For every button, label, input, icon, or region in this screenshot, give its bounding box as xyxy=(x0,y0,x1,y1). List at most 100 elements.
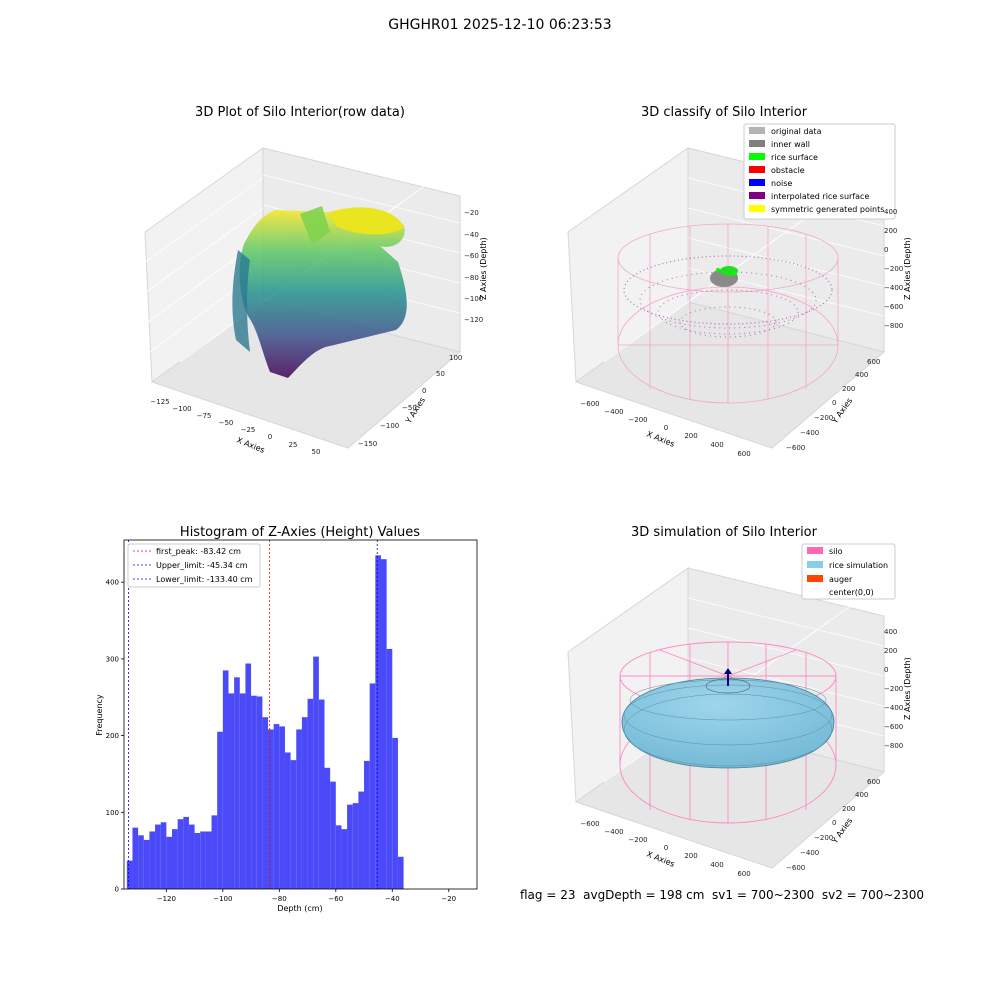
raw-panel-title: 3D Plot of Silo Interior(row data) xyxy=(195,105,405,120)
status-footer: flag = 23 avgDepth = 198 cm sv1 = 700~23… xyxy=(520,888,925,902)
classify-x-tick: −200 xyxy=(628,416,647,424)
simulation-z-label: Z Axies (Depth) xyxy=(903,657,912,720)
classify-y-tick: −400 xyxy=(800,429,819,437)
histogram-bar xyxy=(172,829,178,889)
simulation-z-tick: 400 xyxy=(884,628,897,636)
raw-z-ticks: −120 −100 −80 −60 −40 −20 xyxy=(464,209,483,324)
simulation-y-tick: −200 xyxy=(814,834,833,842)
classify-z-label: Z Axies (Depth) xyxy=(903,237,912,300)
simulation-y-ticks: −600 −400 −200 0 200 400 600 xyxy=(786,778,880,872)
simulation-panel-title: 3D simulation of Silo Interior xyxy=(631,525,818,540)
histogram-bar xyxy=(392,737,398,889)
histogram-bar xyxy=(279,726,285,889)
classify-y-ticks: −600 −400 −200 0 200 400 600 xyxy=(786,358,880,452)
legend-label-inner-wall: inner wall xyxy=(771,140,810,149)
classify-interpolated-surface xyxy=(623,255,833,338)
histogram-bar xyxy=(188,824,195,889)
raw-x-tick: 50 xyxy=(312,448,321,456)
raw-x-tick: −125 xyxy=(150,398,169,406)
classify-x-tick: −600 xyxy=(580,400,599,408)
raw-y-ticks: −150 −100 −50 0 50 100 xyxy=(358,354,462,448)
histogram-bar xyxy=(160,822,167,889)
simulation-x-tick: 400 xyxy=(710,861,723,869)
legend-label-lower-limit: Lower_limit: -133.40 cm xyxy=(156,575,253,584)
raw-x-tick: −100 xyxy=(172,405,191,413)
simulation-panel: 3D simulation of Silo Interior xyxy=(567,525,912,878)
histogram-x-tick-label: −100 xyxy=(213,895,232,903)
classify-point-cluster xyxy=(710,266,738,287)
legend-swatch-rice-simulation xyxy=(807,561,823,568)
classify-y-tick: 600 xyxy=(867,358,880,366)
raw-point-cloud xyxy=(232,206,407,378)
histogram-bar xyxy=(194,833,201,889)
histogram-bar xyxy=(341,829,348,889)
legend-label-original-data: original data xyxy=(771,127,822,136)
legend-label-center: center(0,0) xyxy=(829,588,874,597)
raw-y-tick: −50 xyxy=(402,404,417,412)
classify-z-tick: 0 xyxy=(884,246,888,254)
histogram-x-tick-label: −80 xyxy=(272,895,287,903)
legend-swatch-inner-wall xyxy=(749,140,765,147)
raw-x-tick: −75 xyxy=(197,412,212,420)
simulation-x-tick: 200 xyxy=(684,852,697,860)
legend-label-first-peak: first_peak: -83.42 cm xyxy=(156,547,241,556)
histogram-bar xyxy=(183,816,189,889)
raw-z-tick: −100 xyxy=(464,295,483,303)
histogram-y-label: Frequency xyxy=(95,694,104,736)
legend-label-auger: auger xyxy=(829,575,853,584)
histogram-bar xyxy=(358,791,365,889)
classify-y-tick: 0 xyxy=(832,399,836,407)
classify-y-tick: −200 xyxy=(814,414,833,422)
histogram-bar xyxy=(324,767,331,889)
histogram-bar xyxy=(386,648,393,889)
histogram-bar xyxy=(256,696,263,889)
simulation-y-tick: 200 xyxy=(842,805,855,813)
raw-x-ticks: −125 −100 −75 −50 −25 0 25 50 xyxy=(150,398,320,456)
histogram-bar xyxy=(228,693,235,889)
classify-z-tick: −200 xyxy=(884,265,903,273)
simulation-x-tick: −600 xyxy=(580,820,599,828)
legend-label-symmetric-generated-points: symmetric generated points xyxy=(771,205,884,214)
raw-z-tick: −80 xyxy=(464,274,479,282)
histogram-x-tick-label: −60 xyxy=(328,895,343,903)
histogram-y-tick-label: 200 xyxy=(106,732,119,740)
histogram-bar xyxy=(313,656,319,889)
histogram-bar xyxy=(330,781,336,889)
histogram-bar xyxy=(364,760,370,889)
classify-z-tick: 200 xyxy=(884,227,897,235)
legend-label-interpolated-rice-surface: interpolated rice surface xyxy=(771,192,869,201)
legend-swatch-obstacle xyxy=(749,166,765,173)
simulation-z-tick: −200 xyxy=(884,685,903,693)
classify-x-tick: 600 xyxy=(737,450,750,458)
classify-panel-title: 3D classify of Silo Interior xyxy=(641,105,808,120)
histogram-bar xyxy=(132,827,139,889)
simulation-z-tick: −800 xyxy=(884,742,903,750)
raw-z-tick: −120 xyxy=(464,316,483,324)
histogram-bar xyxy=(284,752,291,889)
histogram-bar xyxy=(234,677,240,889)
histogram-bar xyxy=(380,559,387,889)
histogram-bar xyxy=(369,683,376,889)
legend-label-obstacle: obstacle xyxy=(771,166,805,175)
legend-label-silo: silo xyxy=(829,547,843,556)
simulation-x-tick: 0 xyxy=(664,844,668,852)
histogram-x-tick-label: −20 xyxy=(441,895,456,903)
histogram-bar xyxy=(296,729,302,889)
simulation-z-tick: −600 xyxy=(884,723,903,731)
raw-y-tick: 100 xyxy=(449,354,462,362)
legend-swatch-symmetric-generated-points xyxy=(749,205,765,212)
histogram-bar xyxy=(222,670,229,889)
histogram-y-tick-label: 0 xyxy=(115,886,119,894)
legend-swatch-interpolated-rice-surface xyxy=(749,192,765,199)
histogram-bar xyxy=(200,831,206,889)
raw-z-tick: −40 xyxy=(464,231,479,239)
legend-swatch-rice-surface xyxy=(749,153,765,160)
raw-z-tick: −60 xyxy=(464,252,479,260)
classify-x-tick: −400 xyxy=(604,408,623,416)
histogram-bar xyxy=(318,699,325,889)
simulation-rice-surface xyxy=(621,677,835,769)
classify-legend-frame xyxy=(743,123,896,220)
raw-z-label: Z Axies (Depth) xyxy=(479,237,488,300)
histogram-bars xyxy=(126,555,404,889)
histogram-bar xyxy=(262,717,269,889)
